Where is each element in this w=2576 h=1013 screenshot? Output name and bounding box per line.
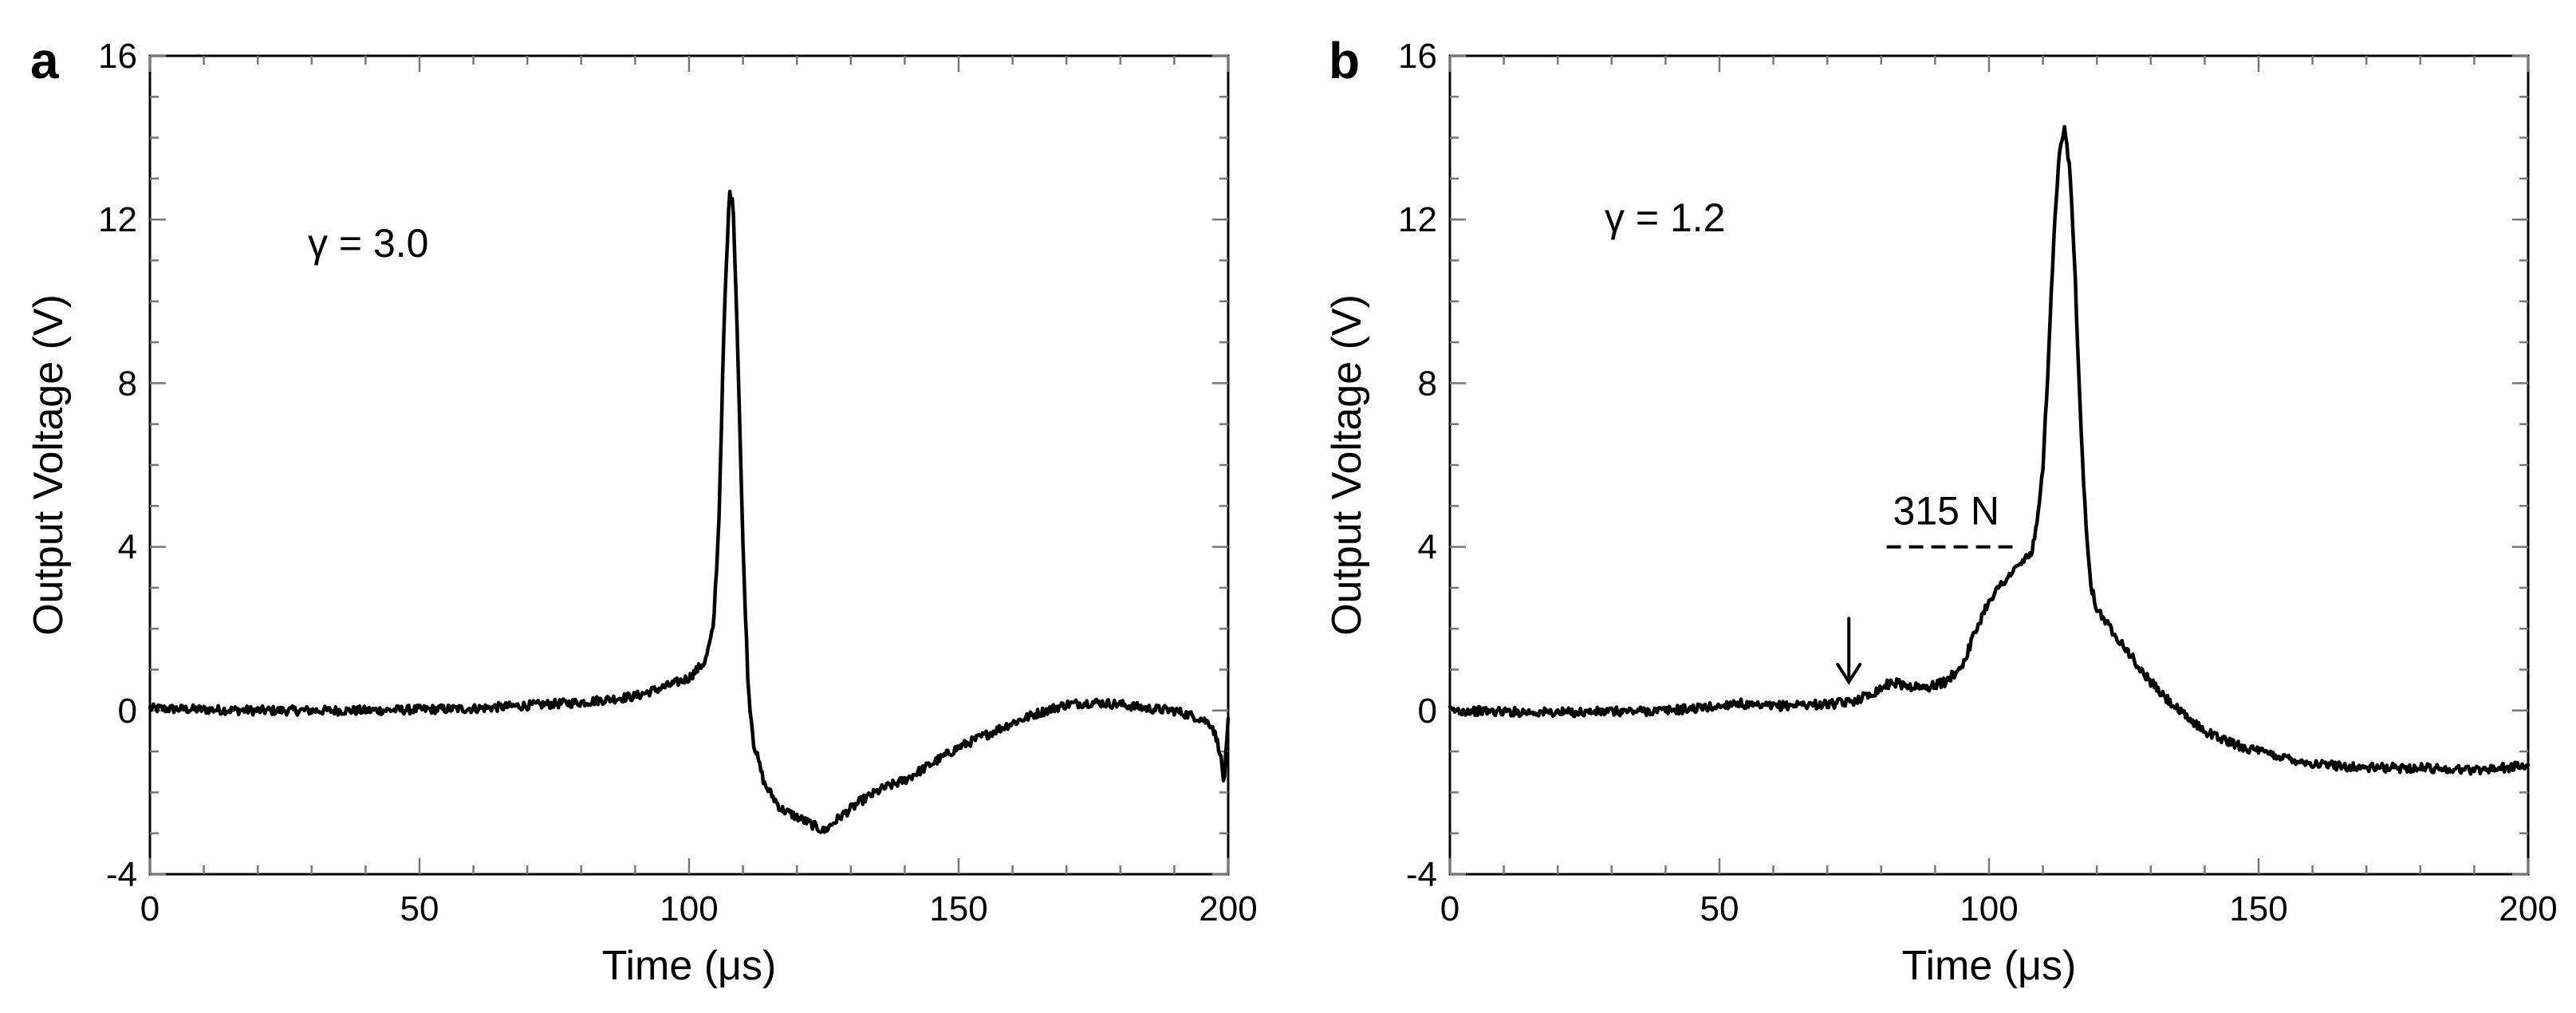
x-tick-label: 50 — [400, 889, 439, 928]
y-tick-label: 4 — [118, 528, 137, 567]
panel-a-y-tick-labels: -4 0 4 8 12 16 — [98, 37, 137, 894]
y-tick-label: 4 — [1418, 528, 1437, 567]
y-tick-label: 8 — [1418, 364, 1437, 403]
panel-a-series-line — [148, 189, 1231, 834]
y-tick-label: 0 — [118, 692, 137, 731]
panel-b-ticks — [1448, 54, 2530, 876]
x-tick-label: 100 — [1960, 889, 2018, 928]
x-tick-label: 50 — [1700, 889, 1739, 928]
panel-b-threshold-label: 315 N — [1893, 489, 1999, 534]
panel-a-label: a — [30, 32, 59, 89]
x-tick-label: 0 — [140, 889, 160, 928]
y-tick-label: -4 — [106, 855, 137, 894]
x-tick-label: 100 — [660, 889, 718, 928]
x-tick-label: 150 — [2229, 889, 2287, 928]
panel-b-y-axis-label: Output Voltage (V) — [1324, 294, 1370, 636]
y-tick-label: 16 — [1398, 37, 1437, 76]
x-tick-label: 0 — [1440, 889, 1459, 928]
x-tick-label: 200 — [2499, 889, 2557, 928]
y-tick-label: 12 — [98, 200, 137, 239]
panel-a-gamma-annotation: γ = 3.0 — [308, 221, 429, 266]
panel-b-plot-frame — [1448, 54, 2530, 876]
y-tick-label: 0 — [1418, 692, 1437, 731]
panel-a-y-axis-label: Output Voltage (V) — [26, 294, 72, 636]
y-tick-label: 12 — [1398, 200, 1437, 239]
panel-a-ticks — [148, 54, 1230, 876]
x-tick-label: 200 — [1199, 889, 1257, 928]
y-tick-label: -4 — [1406, 855, 1437, 894]
y-tick-label: 8 — [118, 364, 137, 403]
panel-a-x-tick-labels: 0 50 100 150 200 — [140, 889, 1258, 928]
panel-b-onset-arrow-icon — [1836, 617, 1862, 685]
panel-b-x-axis-label: Time (μs) — [1902, 943, 2077, 989]
panel-b-y-tick-labels: -4 0 4 8 12 16 — [1398, 37, 1437, 894]
panel-b-series-line — [1448, 124, 2531, 776]
panel-b-gamma-annotation: γ = 1.2 — [1605, 195, 1726, 240]
panel-a-x-axis-label: Time (μs) — [602, 943, 777, 989]
x-tick-label: 150 — [929, 889, 987, 928]
panel-a-plot-frame — [148, 54, 1230, 876]
panel-b-label: b — [1329, 32, 1360, 89]
y-tick-label: 16 — [98, 37, 137, 76]
panel-b-x-tick-labels: 0 50 100 150 200 — [1440, 889, 2558, 928]
